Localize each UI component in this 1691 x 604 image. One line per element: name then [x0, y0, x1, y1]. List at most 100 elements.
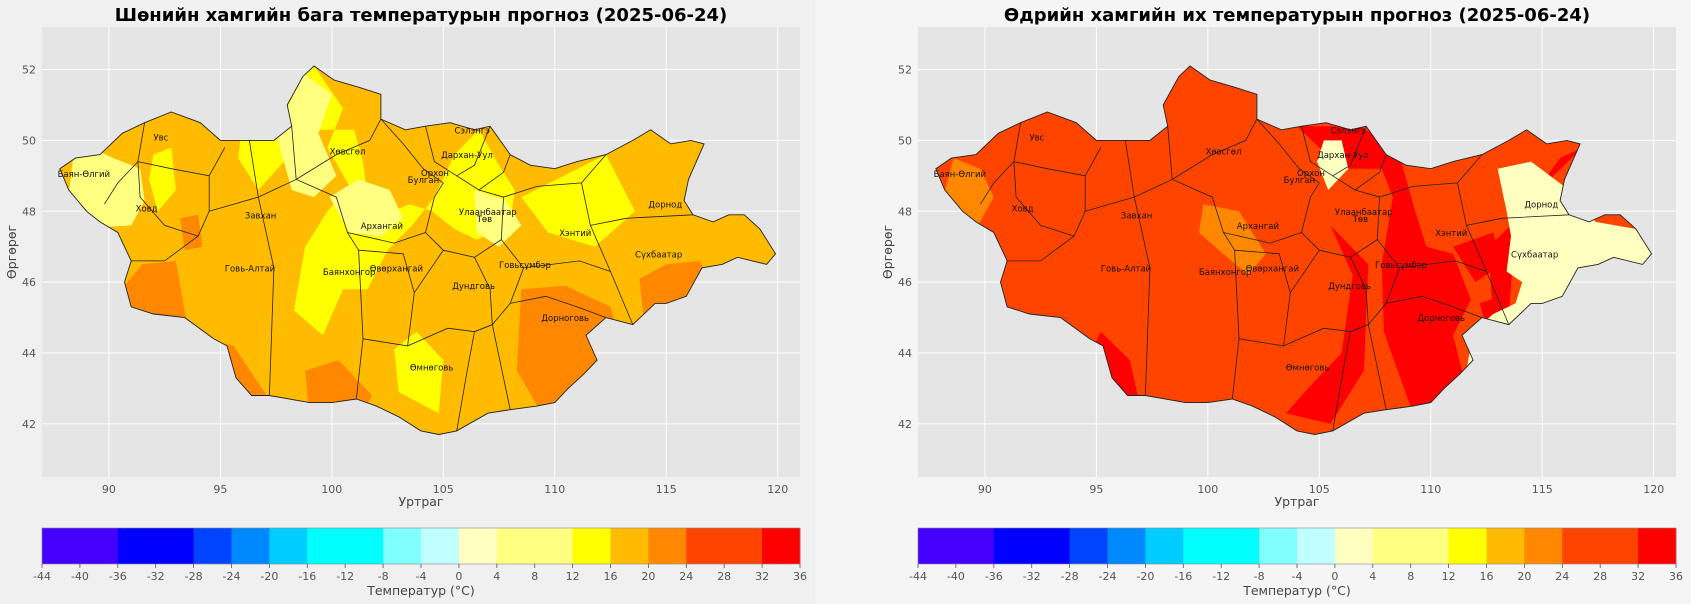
colorbar-tick-label: -24 [223, 570, 241, 583]
region-label: Говьсүмбэр [499, 261, 551, 271]
province-border [581, 182, 634, 325]
region-label: Баян-Өлгий [934, 170, 986, 180]
colorbar-segment [421, 528, 460, 564]
province-border [980, 122, 1021, 205]
colorbar-tick-labels: -44 -40 -36 -32 -28 -24 -20 -16 -12 -8 -4 0 4 8 12 16 20… [909, 564, 1683, 583]
colorbar-tick-label: -4 [416, 570, 427, 583]
colorbar-tick-label: -20 [1136, 570, 1154, 583]
colorbar-tick-label: 16 [1480, 570, 1494, 583]
colorbar-segment [458, 528, 498, 564]
y-tick-label: 52 [898, 64, 912, 77]
province-border [1379, 154, 1483, 198]
province-borders [104, 118, 694, 431]
colorbar-tick-label: 24 [679, 570, 693, 583]
province-border [1457, 182, 1510, 325]
region-label: Хөвсгөл [330, 148, 366, 158]
y-tick-label: 50 [22, 134, 36, 147]
y-tick-label: 44 [22, 347, 36, 360]
colorbar-segment [1183, 528, 1260, 564]
y-tick-label: 46 [22, 276, 36, 289]
temp-zone-28-32 [1453, 232, 1503, 283]
colorbar-tick-label: 28 [1593, 570, 1607, 583]
colorbar-segment [610, 528, 649, 564]
y-tick-labels: 42 44 46 48 50 52 [22, 64, 36, 431]
region-label: Орхон [1297, 169, 1325, 179]
x-tick-label: 95 [213, 483, 227, 496]
colorbar [41, 527, 801, 565]
colorbar-segment [269, 528, 308, 564]
chart-title: Өдрийн хамгийн их температурын прогноз (… [1004, 5, 1590, 26]
colorbar-tick-label: -40 [71, 570, 89, 583]
x-tick-label: 120 [1643, 483, 1664, 496]
colorbar-label: Температур (°C) [1242, 583, 1351, 598]
region-label: Сэлэнгэ [1330, 126, 1366, 136]
colorbar-segment [1562, 528, 1639, 564]
x-axis-label: Уртраг [399, 494, 444, 509]
colorbar-segment [42, 528, 119, 564]
y-tick-label: 50 [898, 134, 912, 147]
colorbar-tick-label: 16 [604, 570, 618, 583]
province-border [1167, 126, 1173, 180]
region-label: Улаанбаатар [459, 208, 517, 218]
colorbar-tick-label: -16 [298, 570, 316, 583]
colorbar-tick-label: -16 [1174, 570, 1192, 583]
colorbar-tick-label: -44 [909, 570, 927, 583]
y-tick-labels: 42 44 46 48 50 52 [898, 64, 912, 431]
temp-zone-0-4 [1317, 140, 1349, 190]
colorbar-segment [648, 528, 687, 564]
province-border [491, 324, 511, 410]
x-tick-label: 110 [544, 483, 565, 496]
max-temp-panel: Өдрийн хамгийн их температурын прогноз (… [880, 5, 1683, 598]
province-border [590, 214, 694, 226]
province-border [1301, 182, 1320, 233]
colorbar-tick-label: 4 [1369, 570, 1376, 583]
province-border [1332, 154, 1387, 191]
colorbar-tick-label: 32 [755, 570, 769, 583]
region-label: Баянхонгор [1199, 268, 1252, 278]
colorbar-tick-label: -12 [1212, 570, 1230, 583]
x-tick-label: 120 [767, 483, 788, 496]
colorbar-tick-label: 32 [1631, 570, 1645, 583]
region-label: Завхан [245, 211, 276, 221]
colorbar-tick-label: -12 [336, 570, 354, 583]
region-label: Орхон [421, 169, 449, 179]
region-label: Дундговь [452, 282, 495, 292]
province-border [456, 154, 511, 191]
region-label: Архангай [361, 222, 403, 232]
province-border [425, 182, 444, 233]
colorbar-tick-label: -36 [109, 570, 127, 583]
colorbar-segment [496, 528, 573, 564]
region-labels: Увс Баян-Өлгий Ховд Завхан Хөвсгөл Архангай Го… [934, 126, 1559, 373]
colorbar-segment [572, 528, 611, 564]
colorbar-tick-label: 28 [717, 570, 731, 583]
colorbar-tick-label: -32 [147, 570, 165, 583]
country-outline [935, 65, 1653, 435]
colorbar-tick-label: 36 [1669, 570, 1683, 583]
colorbar-tick-label: 12 [1442, 570, 1456, 583]
region-label: Баян-Өлгий [58, 170, 110, 180]
region-label: Булган [408, 176, 440, 186]
province-borders [980, 118, 1570, 431]
x-tick-label: 105 [1309, 483, 1330, 496]
province-border [1386, 295, 1483, 318]
province-border [1124, 140, 1151, 396]
x-tick-label: 95 [1089, 483, 1103, 496]
region-label: Өвөрхангай [1246, 264, 1299, 274]
region-label: Увс [1029, 133, 1044, 143]
region-label: Дорнод [648, 201, 682, 211]
region-label: Дархан-Уул [441, 151, 493, 161]
colorbar-tick-label: 8 [1407, 570, 1414, 583]
province-border [1466, 214, 1570, 226]
colorbar-tick-label: -4 [1292, 570, 1303, 583]
x-tick-labels: 90 95 100 105 110 115 120 [978, 483, 1664, 496]
colorbar-tick-labels: -44 -40 -36 -32 -28 -24 -20 -16 -12 -8 -4 0 4 8 12 16 20… [33, 564, 807, 583]
colorbar-tick-label: -28 [185, 570, 203, 583]
x-tick-label: 115 [656, 483, 677, 496]
temp-zone-20-24 [1198, 204, 1266, 275]
temp-zone-28-32 [1285, 225, 1369, 424]
region-label: Дорноговь [1417, 314, 1465, 324]
colorbar [917, 527, 1677, 565]
temp-zone-12-16 [521, 154, 635, 247]
x-tick-label: 90 [978, 483, 992, 496]
